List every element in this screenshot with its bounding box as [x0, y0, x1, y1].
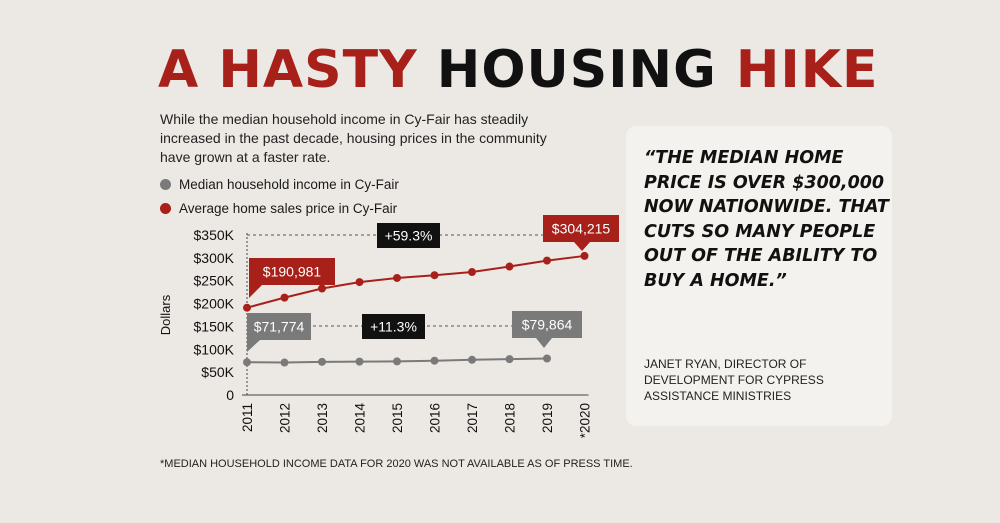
callout-income-2019-pointer	[536, 338, 552, 348]
page-title: A HASTY HOUSING HIKE	[158, 30, 879, 110]
callout-income-2019-label: $79,864	[522, 317, 573, 333]
series-0-point-8	[543, 354, 551, 363]
quote-box: “THE MEDIAN HOME PRICE IS OVER $300,000 …	[626, 126, 892, 426]
x-tick-label-1: 2012	[278, 403, 293, 433]
y-tick-label-3: $150K	[194, 318, 235, 334]
y-axis-label: Dollars	[158, 294, 173, 335]
change-label-income-box	[362, 314, 425, 339]
series-1-point-9	[580, 251, 589, 260]
callout-price-2020-pointer	[574, 242, 590, 251]
series-0-point-4	[393, 357, 401, 366]
x-tick-label-7: 2018	[503, 403, 518, 433]
change-label-income-label: +11.3%	[370, 319, 417, 335]
series-1-point-4	[393, 273, 401, 282]
x-tick-label-6: 2017	[465, 403, 480, 433]
chart-legend: Median household income in Cy-Fair Avera…	[160, 172, 399, 220]
y-tick-label-1: $50K	[201, 364, 234, 380]
x-tick-label-3: 2014	[353, 403, 368, 434]
x-tick-label-8: 2019	[540, 403, 555, 433]
footnote: *MEDIAN HOUSEHOLD INCOME DATA FOR 2020 W…	[160, 458, 633, 470]
series-1-point-2	[318, 284, 326, 293]
title-part-2: HOUSING	[436, 40, 717, 100]
series-0-point-6	[468, 355, 476, 364]
callout-income-2011-pointer	[247, 340, 260, 352]
series-line-1	[246, 254, 585, 309]
series-1-point-5	[430, 271, 439, 280]
title-part-1: A HASTY	[158, 40, 418, 100]
legend-item-income: Median household income in Cy-Fair	[160, 172, 399, 196]
change-label-price-label: +59.3%	[385, 228, 433, 244]
callout-price-2011-box	[249, 258, 335, 285]
series-1-point-6	[468, 268, 476, 277]
legend-price-swatch	[160, 202, 171, 214]
y-tick-label-5: $250K	[194, 273, 235, 289]
x-tick-label-4: 2015	[390, 403, 405, 433]
callout-price-2011-label: $190,981	[263, 264, 322, 280]
x-tick-label-5: 2016	[428, 403, 443, 433]
callout-income-2019: $79,864	[512, 311, 582, 348]
y-tick-label-2: $100K	[194, 341, 235, 357]
title-part-3: HIKE	[735, 40, 879, 100]
legend-price-label: Average home sales price in Cy-Fair	[179, 200, 398, 216]
change-label-price: +59.3%	[377, 223, 440, 248]
change-label-income: +11.3%	[362, 314, 425, 339]
intro-text: While the median household income in Cy-…	[160, 111, 547, 165]
series-1-point-3	[355, 278, 364, 287]
series-1-point-1	[280, 293, 289, 302]
series-0-point-0	[243, 358, 251, 367]
x-tick-label-2: 2013	[315, 403, 330, 433]
legend-item-price: Average home sales price in Cy-Fair	[160, 196, 399, 220]
x-tick-label-0: 2011	[240, 403, 255, 432]
callout-price-2020: $304,215	[543, 215, 619, 251]
series-0-point-2	[318, 357, 326, 366]
callout-income-2011-box	[247, 313, 311, 340]
legend-income-swatch	[160, 178, 171, 190]
callout-price-2020-box	[543, 215, 619, 242]
y-tick-label-7: $350K	[194, 227, 235, 243]
series-1-point-7	[505, 262, 514, 271]
series-1-point-8	[543, 256, 551, 265]
callout-price-2020-label: $304,215	[552, 221, 611, 237]
callout-price-2011: $190,981	[249, 258, 335, 298]
y-tick-label-6: $300K	[194, 250, 235, 266]
quote-attribution: JANET RYAN, DIRECTOR OF DEVELOPMENT FOR …	[644, 357, 824, 403]
callout-price-2011-pointer	[249, 285, 262, 298]
y-tick-label-4: $200K	[194, 296, 235, 312]
series-0-point-5	[430, 356, 439, 365]
series-0-point-7	[505, 355, 514, 364]
callout-income-2019-box	[512, 311, 582, 338]
x-tick-label-9: *2020	[578, 403, 593, 438]
series-0-point-3	[355, 357, 364, 366]
series-0-point-1	[280, 358, 289, 367]
legend-income-label: Median household income in Cy-Fair	[179, 176, 399, 192]
callout-income-2011-label: $71,774	[254, 319, 305, 335]
callout-income-2011: $71,774	[247, 313, 311, 352]
pull-quote: “THE MEDIAN HOME PRICE IS OVER $300,000 …	[644, 148, 889, 291]
y-tick-label-0: 0	[226, 387, 234, 403]
series-1-point-0	[243, 303, 251, 312]
change-label-price-box	[377, 223, 440, 248]
